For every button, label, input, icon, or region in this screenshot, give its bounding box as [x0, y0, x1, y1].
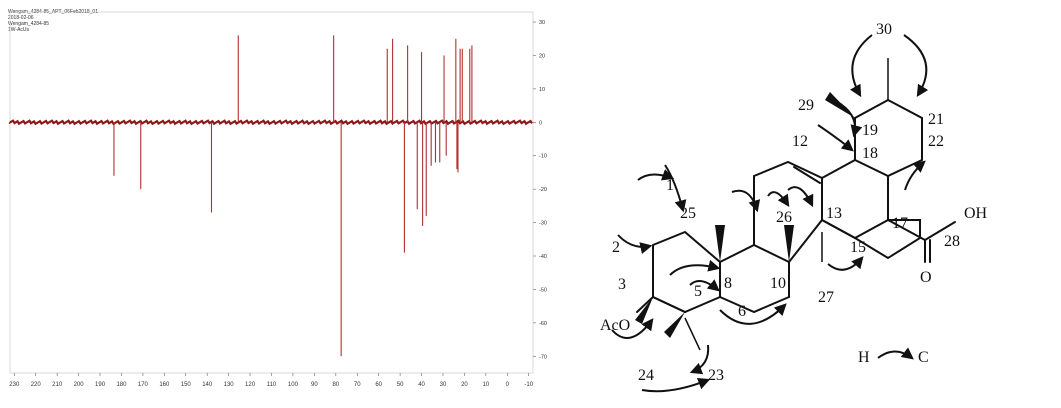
label-c21: 21: [928, 111, 944, 128]
hmbc-structure-diagram: 30 29 19 18 21 22 12 26 13 17 15 OH 28 O…: [600, 21, 988, 393]
spectrum-baseline: [8, 119, 533, 126]
atom-labels: 30 29 19 18 21 22 12 26 13 17 15 OH 28 O…: [600, 21, 988, 384]
x-tick-label: 170: [138, 382, 149, 388]
hmbc-arrows: [611, 34, 929, 393]
label-c6: 6: [738, 303, 746, 320]
label-c18: 18: [862, 145, 878, 162]
x-tick-label: 110: [267, 382, 277, 388]
label-c2: 2: [612, 239, 620, 256]
y-tick-label: 10: [539, 87, 545, 93]
label-c10: 10: [770, 275, 786, 292]
label-c26: 26: [776, 209, 792, 226]
x-tick-label: 60: [375, 382, 382, 388]
x-tick-label: 40: [418, 382, 425, 388]
y-tick-label: -30: [539, 221, 547, 227]
label-c30: 30: [876, 21, 892, 38]
legend-h: H: [858, 349, 870, 366]
label-c19: 19: [862, 122, 878, 139]
plot-frame: [9, 11, 534, 374]
hmbc-legend: H C: [858, 349, 929, 366]
x-tick-label: 200: [74, 382, 85, 388]
label-o: O: [920, 269, 932, 286]
y-tick-label: -40: [539, 254, 547, 260]
spectrum-header-line-3: Wengam_4284-85: [8, 21, 50, 27]
x-tick-label: 100: [288, 382, 299, 388]
label-c25: 25: [680, 205, 696, 222]
x-tick-label: 190: [95, 382, 106, 388]
label-c15: 15: [850, 239, 866, 256]
label-c8: 8: [724, 275, 732, 292]
x-tick-label: 50: [397, 382, 404, 388]
x-tick-label: 220: [31, 382, 42, 388]
label-c17: 17: [892, 215, 908, 232]
x-tick-label: 20: [461, 382, 468, 388]
x-tick-label: 130: [224, 382, 235, 388]
x-tick-label: -10: [524, 382, 533, 388]
stereo-hashes: [684, 58, 889, 351]
label-c12: 12: [792, 133, 808, 150]
y-tick-label: 0: [539, 120, 542, 126]
x-tick-label: 180: [116, 382, 127, 388]
x-tick-label: 160: [159, 382, 170, 388]
x-tick-label: 80: [332, 382, 339, 388]
label-c28: 28: [944, 233, 960, 250]
label-c5: 5: [694, 283, 702, 300]
y-tick-label: -50: [539, 287, 547, 293]
x-tick-label: 0: [506, 382, 510, 388]
label-c1: 1: [666, 177, 674, 194]
y-tick-label: -10: [539, 154, 547, 160]
x-tick-label: 90: [311, 382, 318, 388]
label-oh: OH: [964, 205, 988, 222]
y-tick-label: -60: [539, 321, 547, 327]
spectrum-header-line-2: 2018-02-06: [8, 15, 34, 21]
label-c29: 29: [798, 97, 814, 114]
label-c3: 3: [618, 276, 626, 293]
label-c22: 22: [928, 133, 944, 150]
y-tick-label: -20: [539, 187, 547, 193]
y-tick-label: 30: [539, 20, 545, 26]
y-tick-label: 20: [539, 53, 545, 59]
x-tick-label: 210: [52, 382, 63, 388]
label-c27: 27: [818, 289, 834, 306]
x-tick-label: 140: [202, 382, 213, 388]
spectrum-header-line-4: 1W-AcUs: [8, 27, 30, 33]
x-tick-label: 150: [181, 382, 192, 388]
label-aco: AcO: [600, 317, 630, 334]
x-tick-label: 10: [483, 382, 490, 388]
spectrum-plot: 230 220 210 200 190 180 170 160 150 140 130 120 110 1…: [8, 11, 547, 388]
x-tick-label: 70: [354, 382, 361, 388]
structure-panel: 30 29 19 18 21 22 12 26 13 17 15 OH 28 O…: [560, 0, 1061, 403]
y-tick-label: -70: [539, 354, 547, 360]
apt-spectrum-panel: Wengam_4284-85_APT_06Feb2018_01 2018-02-…: [8, 9, 547, 388]
label-c24: 24: [638, 367, 654, 384]
x-tick-label: 120: [245, 382, 256, 388]
x-tick-label: 230: [9, 382, 20, 388]
label-c13: 13: [826, 205, 842, 222]
x-tick-label: 30: [440, 382, 447, 388]
label-c23: 23: [708, 367, 724, 384]
legend-c: C: [918, 349, 929, 366]
